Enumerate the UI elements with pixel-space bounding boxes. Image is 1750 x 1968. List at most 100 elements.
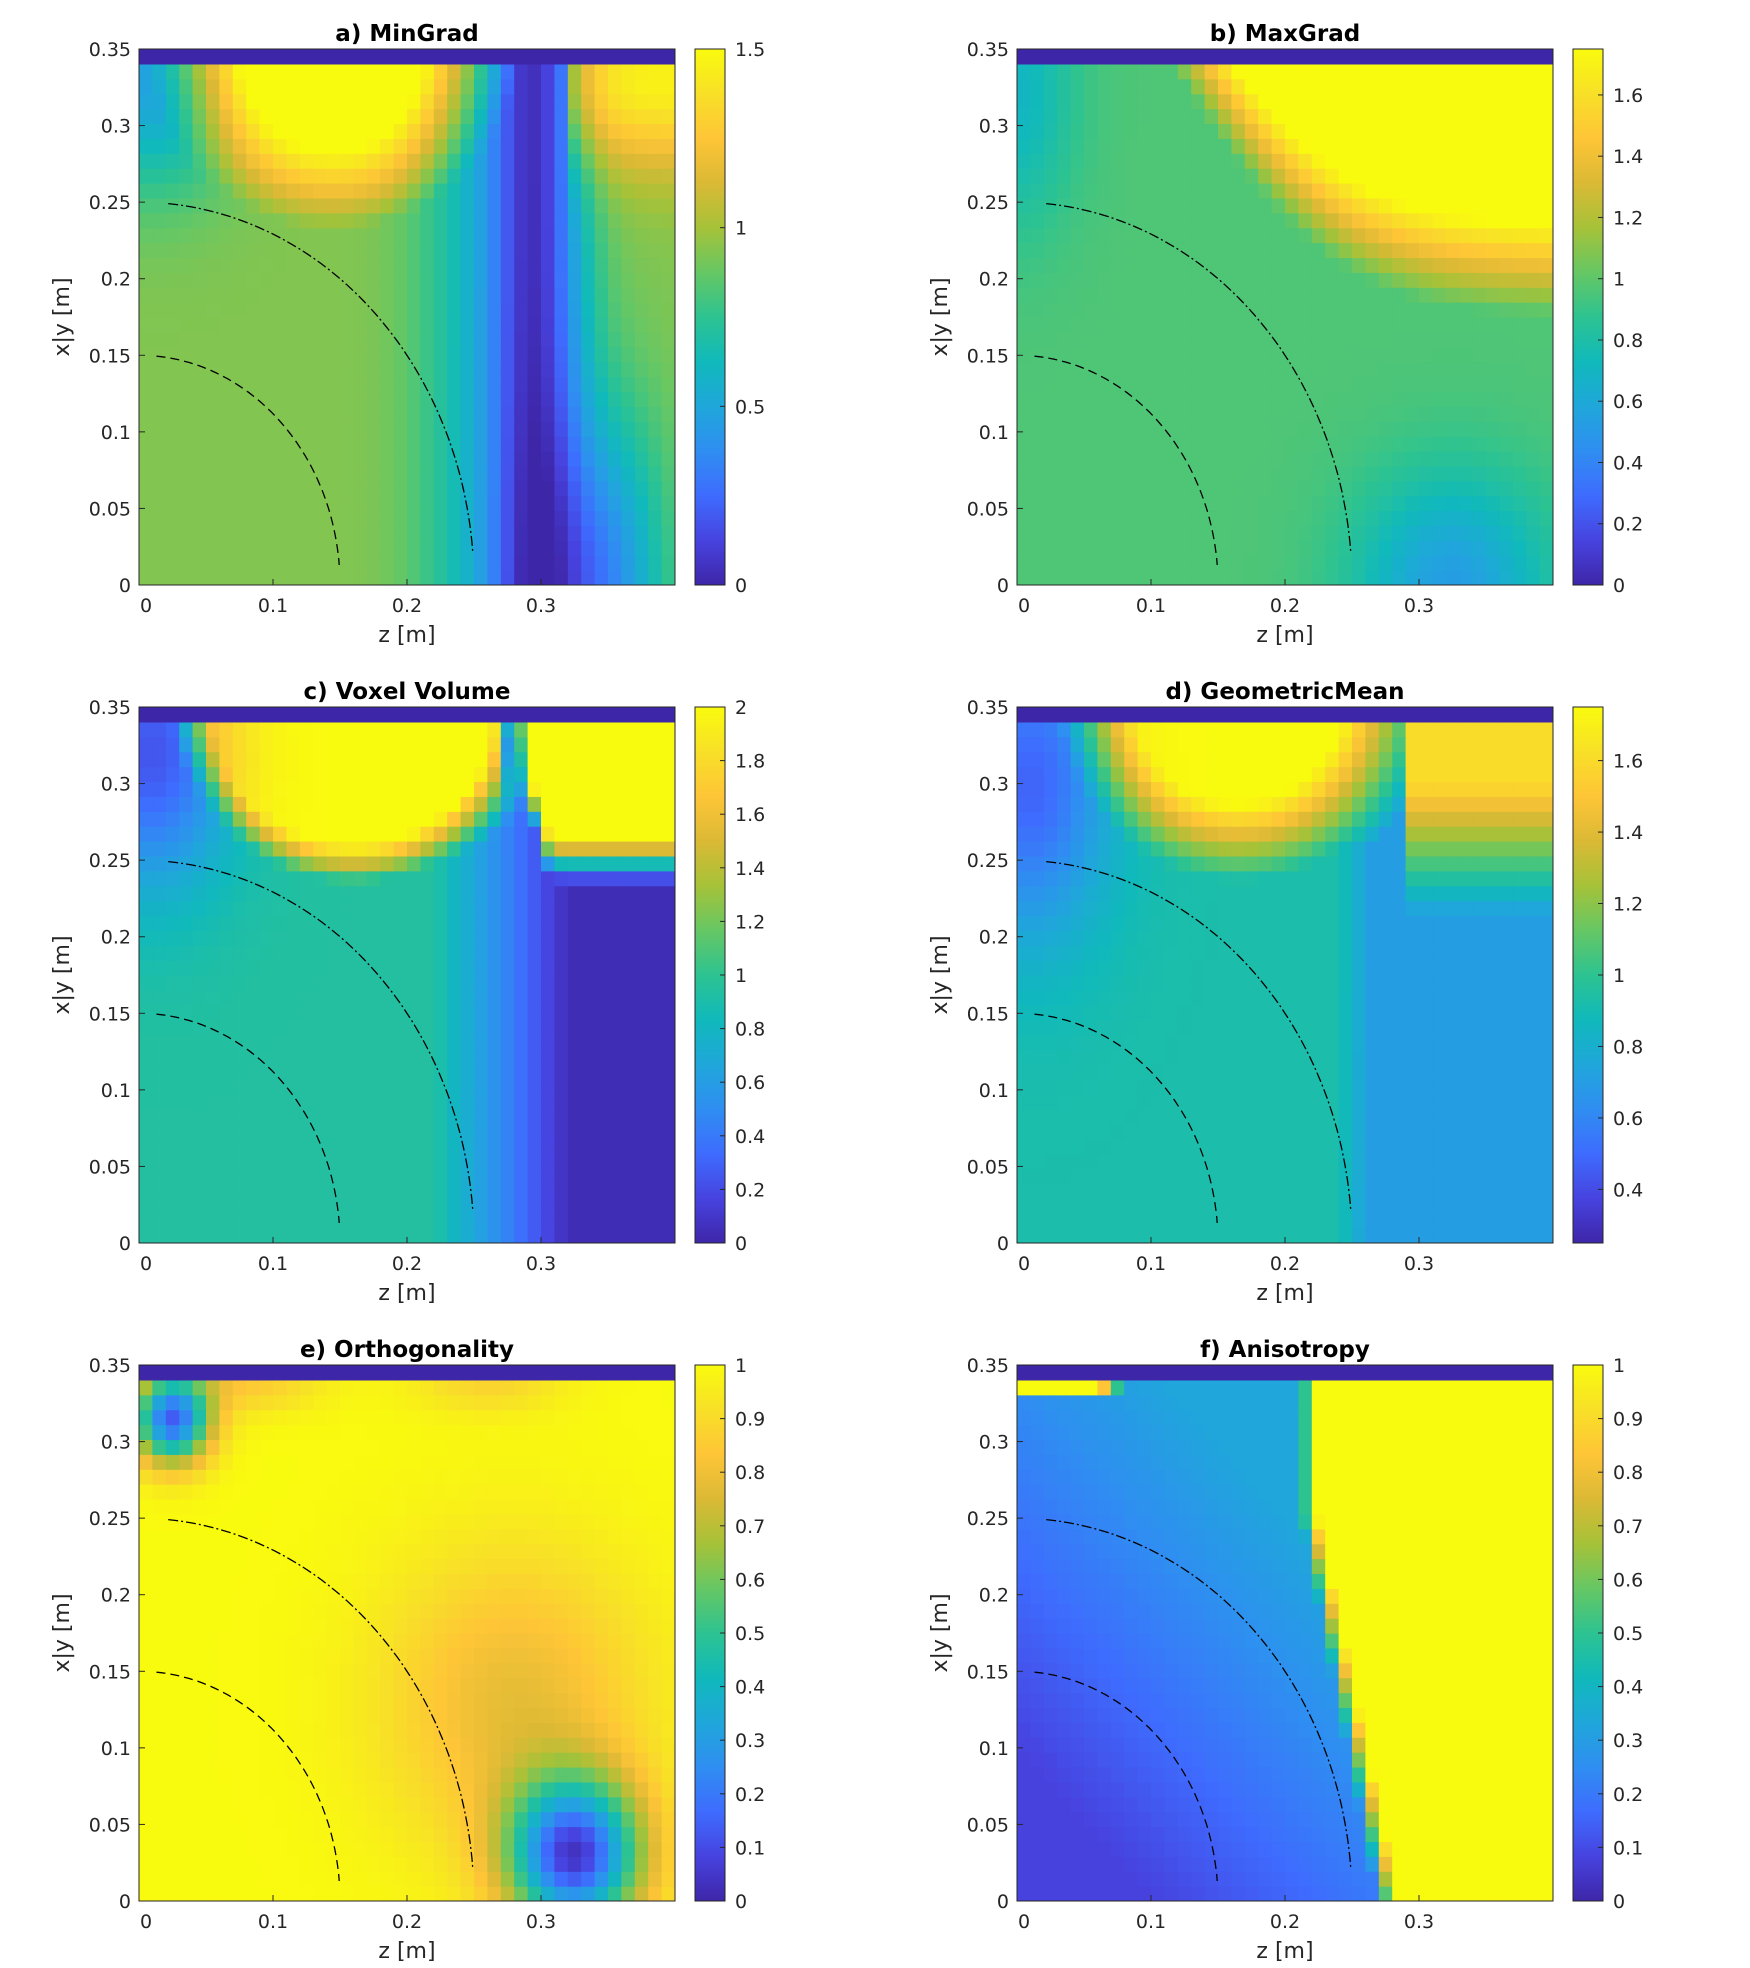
- heatmap-cell: [1338, 376, 1353, 393]
- heatmap-cell: [460, 227, 475, 244]
- heatmap-cell: [1486, 78, 1500, 95]
- heatmap-cell: [273, 346, 287, 363]
- heatmap-cell: [165, 302, 180, 318]
- heatmap-cell: [286, 975, 301, 991]
- heatmap-cell: [648, 1109, 663, 1125]
- heatmap-cell: [139, 1049, 153, 1065]
- heatmap-cell: [500, 811, 515, 827]
- heatmap-cell: [165, 123, 180, 139]
- heatmap-cell: [1459, 153, 1474, 169]
- heatmap-cell: [1365, 1079, 1380, 1095]
- heatmap-cell: [460, 212, 475, 229]
- heatmap-cell: [1311, 421, 1326, 437]
- heatmap-cell: [340, 1213, 354, 1229]
- heatmap-cell: [594, 900, 609, 917]
- heatmap-cell: [232, 287, 247, 303]
- heatmap-cell: [1084, 480, 1098, 497]
- heatmap-cell: [527, 721, 542, 738]
- heatmap-cell: [259, 1168, 274, 1185]
- heatmap-cell: [1285, 1109, 1299, 1125]
- heatmap-cell: [152, 331, 167, 348]
- heatmap-cell: [1499, 540, 1514, 556]
- heatmap-cell: [621, 555, 636, 571]
- heatmap-cell: [232, 436, 247, 452]
- heatmap-cell: [1526, 227, 1541, 244]
- heatmap-cell: [1137, 49, 1152, 65]
- heatmap-cell: [608, 257, 622, 273]
- heatmap-cell: [1043, 168, 1058, 184]
- heatmap-cell: [1258, 1109, 1273, 1125]
- heatmap-cell: [366, 287, 381, 303]
- heatmap-cell: [232, 227, 247, 244]
- heatmap-cell: [407, 1034, 421, 1051]
- heatmap-cell: [594, 960, 609, 976]
- heatmap-cell: [447, 885, 462, 902]
- heatmap-cell: [353, 391, 368, 407]
- heatmap-cell: [1499, 510, 1514, 527]
- heatmap-cell: [232, 78, 247, 95]
- heatmap-cell: [433, 870, 448, 887]
- heatmap-cell: [634, 989, 649, 1006]
- heatmap-cell: [1097, 1094, 1112, 1110]
- heatmap-cell: [1191, 257, 1206, 273]
- heatmap-cell: [1325, 1183, 1340, 1199]
- heatmap-cell: [1151, 525, 1165, 541]
- heatmap-cell: [179, 495, 194, 512]
- heatmap-cell: [1311, 227, 1326, 244]
- heatmap-cell: [460, 391, 475, 407]
- heatmap-cell: [1231, 212, 1246, 229]
- heatmap-cell: [219, 1123, 234, 1140]
- heatmap-cell: [1499, 1153, 1514, 1170]
- heatmap-cell: [1030, 257, 1045, 273]
- heatmap-cell: [634, 436, 649, 452]
- heatmap-cell: [1231, 257, 1246, 273]
- heatmap-cell: [433, 480, 448, 497]
- heatmap-cell: [259, 123, 274, 139]
- heatmap-cell: [447, 855, 462, 872]
- heatmap-cell: [474, 123, 488, 139]
- heatmap-cell: [1419, 495, 1433, 512]
- heatmap-cell: [326, 1123, 341, 1140]
- heatmap-cell: [259, 510, 274, 527]
- heatmap-cell: [621, 930, 636, 946]
- heatmap-cell: [608, 287, 622, 303]
- heatmap-cell: [1445, 168, 1460, 184]
- heatmap-cell: [286, 376, 301, 393]
- heatmap-cell: [1110, 1168, 1125, 1185]
- heatmap-cell: [500, 1138, 515, 1155]
- heatmap-cell: [1017, 123, 1031, 139]
- heatmap-cell: [447, 540, 462, 556]
- heatmap-cell: [313, 975, 328, 991]
- heatmap-cell: [1084, 1228, 1098, 1243]
- heatmap-cell: [192, 960, 207, 976]
- heatmap-cell: [192, 781, 207, 797]
- heatmap-cell: [1110, 555, 1125, 571]
- heatmap-cell: [353, 811, 368, 827]
- heatmap-cell: [232, 900, 247, 917]
- heatmap-cell: [1258, 153, 1273, 169]
- heatmap-cell: [232, 495, 247, 512]
- heatmap-cell: [1445, 108, 1460, 125]
- heatmap-cell: [1070, 317, 1085, 333]
- heatmap-cell: [608, 555, 622, 571]
- heatmap-cell: [1352, 451, 1366, 467]
- heatmap-cell: [1258, 1138, 1273, 1155]
- heatmap-cell: [1486, 63, 1500, 80]
- heatmap-cell: [299, 1094, 314, 1110]
- heatmap-cell: [594, 1213, 609, 1229]
- heatmap-cell: [165, 1183, 180, 1199]
- heatmap-cell: [1017, 183, 1031, 199]
- heatmap-cell: [1070, 1228, 1085, 1243]
- heatmap-cell: [1191, 242, 1206, 259]
- heatmap-cell: [648, 49, 663, 65]
- heatmap-cell: [1151, 346, 1165, 363]
- heatmap-cell: [366, 183, 381, 199]
- heatmap-cell: [567, 138, 582, 154]
- heatmap-cell: [1338, 1094, 1353, 1110]
- heatmap-cell: [474, 1168, 488, 1185]
- heatmap-cell: [313, 721, 328, 738]
- heatmap-cell: [1110, 138, 1125, 154]
- heatmap-cell: [1164, 108, 1179, 125]
- heatmap-cell: [500, 751, 515, 768]
- heatmap-cell: [1459, 540, 1474, 556]
